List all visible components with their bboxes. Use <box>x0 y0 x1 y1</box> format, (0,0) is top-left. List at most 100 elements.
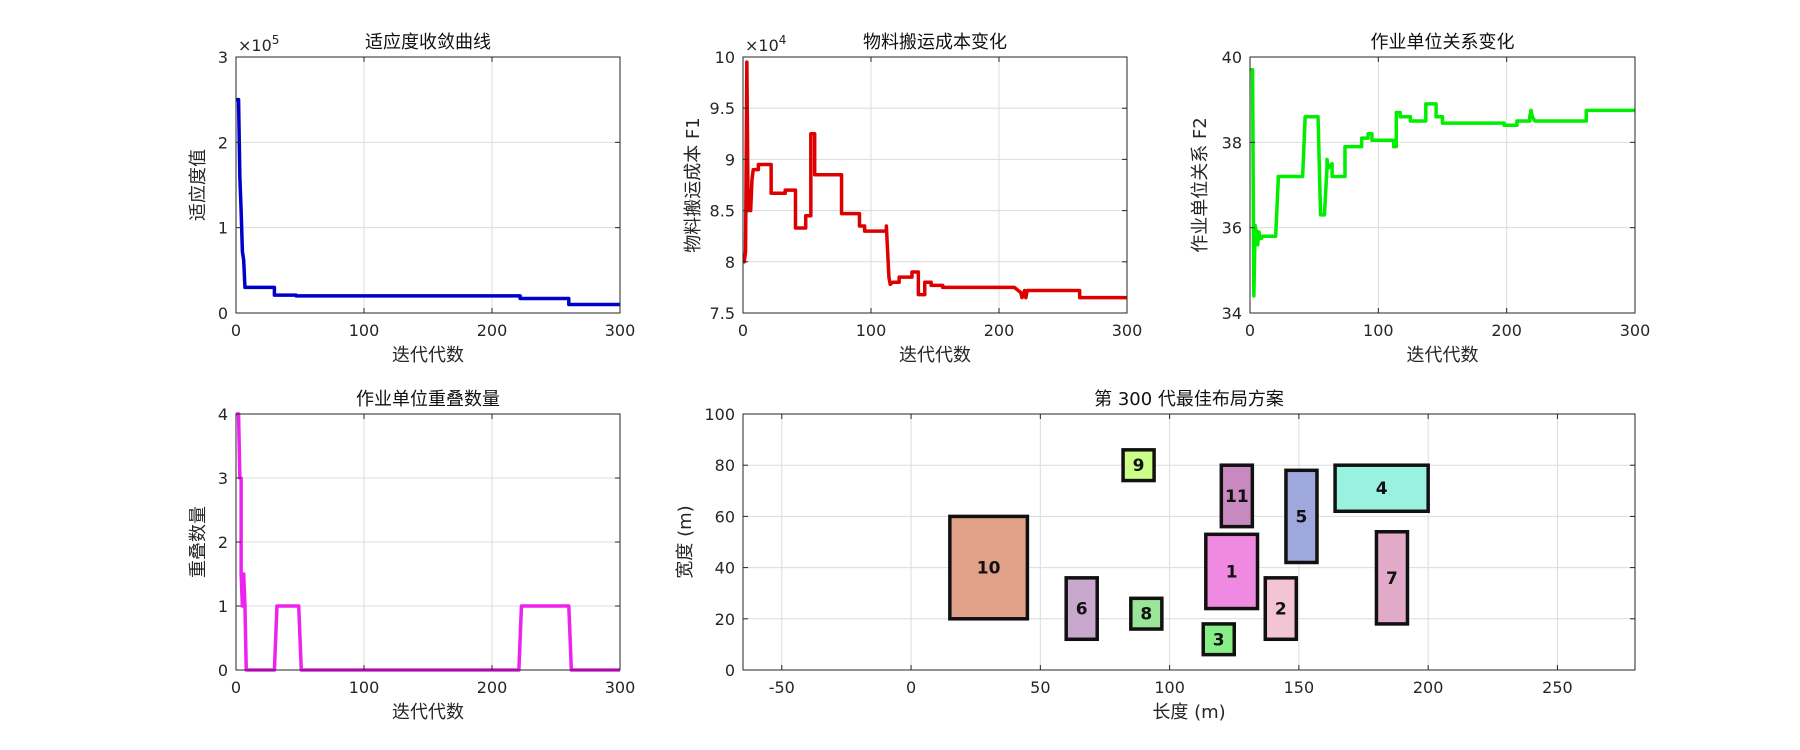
x-axis-title: 长度 (m) <box>1152 702 1225 723</box>
x-tick-label: 100 <box>856 321 887 340</box>
x-tick-label: 0 <box>231 678 241 697</box>
chart-title: 物料搬运成本变化 <box>863 32 1007 53</box>
unit-rect-2 <box>1263 576 1299 642</box>
unit-label-4: 4 <box>1376 479 1388 499</box>
series-line <box>743 60 1127 300</box>
x-tick-label: 0 <box>906 678 916 697</box>
axis-frame <box>235 56 621 314</box>
unit-label-8: 8 <box>1140 605 1152 625</box>
y-tick-label: 1 <box>218 219 228 238</box>
series-line <box>1250 68 1635 298</box>
y-tick-label: 2 <box>218 133 228 152</box>
unit-rect-5 <box>1284 468 1319 565</box>
x-tick-label: 200 <box>1491 321 1522 340</box>
x-tick-label: 200 <box>1413 678 1444 697</box>
unit-label-7: 7 <box>1386 569 1398 589</box>
y-tick-label: 1 <box>218 597 228 616</box>
unit-rect-1 <box>1204 532 1260 611</box>
x-tick-label: 150 <box>1284 678 1315 697</box>
plot-area <box>1250 57 1635 313</box>
y-tick-label: 34 <box>1222 304 1242 323</box>
x-tick-label: 250 <box>1542 678 1573 697</box>
x-tick-label: 200 <box>984 321 1015 340</box>
chart-panel-5: 10 9 11 5 4 1 7 6 8 2 3 -50 0 50 100 150 200 250 0 20 40 60 80… <box>675 389 1636 723</box>
x-tick-label: 200 <box>477 321 508 340</box>
y-tick-label: 0 <box>218 661 228 680</box>
y-tick-label: 2 <box>218 533 228 552</box>
y-tick-label: 20 <box>715 610 735 629</box>
unit-label-9: 9 <box>1133 456 1145 476</box>
x-tick-label: 0 <box>1245 321 1255 340</box>
y-tick-label: 4 <box>218 405 228 424</box>
unit-rect-10 <box>948 514 1030 621</box>
unit-rect-9 <box>1121 448 1156 483</box>
y-axis-title: 适应度值 <box>188 149 209 221</box>
unit-label-3: 3 <box>1213 630 1225 650</box>
x-tick-label: 100 <box>349 321 380 340</box>
y-axis-title: 重叠数量 <box>188 506 209 578</box>
x-tick-label: -50 <box>769 678 795 697</box>
x-tick-label: 200 <box>477 678 508 697</box>
unit-label-10: 10 <box>977 559 1001 579</box>
chart-title: 第 300 代最佳布局方案 <box>1094 389 1284 410</box>
unit-label-2: 2 <box>1275 600 1287 620</box>
y-tick-label: 3 <box>218 48 228 67</box>
plot-area <box>743 414 1635 670</box>
unit-label-11: 11 <box>1225 487 1249 507</box>
unit-rect-3 <box>1201 622 1236 657</box>
unit-rect-7 <box>1374 530 1410 626</box>
unit-rect-11 <box>1219 463 1255 529</box>
y-tick-label: 8 <box>725 253 735 272</box>
x-axis-title: 迭代代数 <box>1407 345 1479 366</box>
y-tick-label: 10 <box>715 48 735 67</box>
unit-rect-4 <box>1333 463 1430 514</box>
y-tick-label: 8.5 <box>710 202 735 221</box>
chart-title: 适应度收敛曲线 <box>365 32 491 53</box>
y-tick-label: 80 <box>715 456 735 475</box>
x-axis-title: 迭代代数 <box>899 345 971 366</box>
y-tick-label: 0 <box>218 304 228 323</box>
y-tick-label: 100 <box>704 405 735 424</box>
x-tick-label: 300 <box>605 321 636 340</box>
unit-rect-6 <box>1064 576 1099 642</box>
x-tick-label: 100 <box>349 678 380 697</box>
x-tick-label: 300 <box>1112 321 1143 340</box>
unit-label-6: 6 <box>1076 600 1088 620</box>
x-tick-label: 100 <box>1154 678 1185 697</box>
y-tick-label: 36 <box>1222 219 1242 238</box>
y-tick-label: 3 <box>218 469 228 488</box>
x-tick-label: 0 <box>738 321 748 340</box>
y-tick-label: 9 <box>725 150 735 169</box>
chart-title: 作业单位关系变化 <box>1371 32 1515 53</box>
x-axis-title: 迭代代数 <box>392 702 464 723</box>
unit-label-1: 1 <box>1226 562 1238 582</box>
y-tick-label: 40 <box>715 559 735 578</box>
chart-title: 作业单位重叠数量 <box>356 389 500 410</box>
plot-area <box>743 57 1127 313</box>
unit-rect-8 <box>1129 596 1164 631</box>
axis-frame <box>1249 56 1636 314</box>
y-axis-title: 作业单位关系 F2 <box>1190 117 1211 253</box>
y-tick-label: 40 <box>1222 48 1242 67</box>
x-axis-title: 迭代代数 <box>392 345 464 366</box>
y-tick-label: 60 <box>715 507 735 526</box>
series-line <box>236 412 620 672</box>
x-tick-label: 0 <box>231 321 241 340</box>
plot-area <box>236 57 620 313</box>
y-tick-label: 7.5 <box>710 304 735 323</box>
x-tick-label: 50 <box>1030 678 1050 697</box>
unit-label-5: 5 <box>1296 507 1308 527</box>
y-axis-title: 宽度 (m) <box>675 505 696 578</box>
y-axis-title: 物料搬运成本 F1 <box>683 117 704 253</box>
y-tick-label: 9.5 <box>710 99 735 118</box>
series-line <box>236 97 620 307</box>
y-tick-label: 0 <box>725 661 735 680</box>
axis-frame <box>742 413 1636 671</box>
y-tick-label: 38 <box>1222 133 1242 152</box>
axis-frame <box>742 56 1128 314</box>
